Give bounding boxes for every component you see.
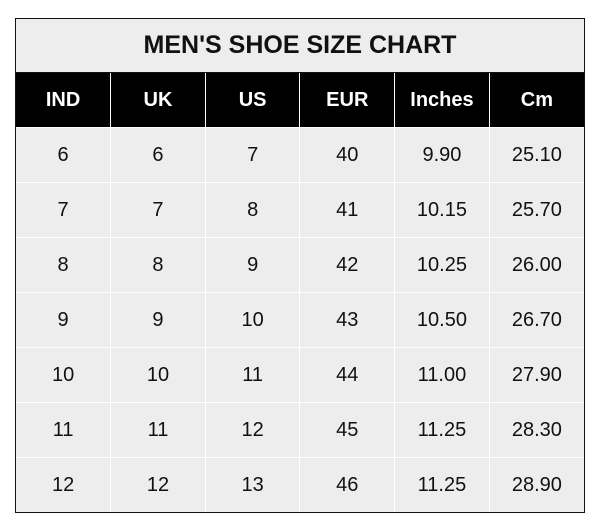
chart-title-text: MEN'S SHOE SIZE CHART xyxy=(143,31,457,59)
cell-uk: 9 xyxy=(110,292,206,348)
cell-us: 9 xyxy=(204,237,300,293)
header-row: IND UK US EUR Inches Cm xyxy=(16,73,584,128)
table-row: 6 6 7 40 9.90 25.10 xyxy=(16,127,584,183)
cell-ind: 11 xyxy=(16,402,111,458)
cell-cm: 28.30 xyxy=(488,402,584,458)
cell-cm: 25.70 xyxy=(488,182,584,238)
cell-eur: 44 xyxy=(299,347,395,403)
cell-us: 13 xyxy=(204,457,300,512)
cell-us: 12 xyxy=(204,402,300,458)
cell-eur: 41 xyxy=(299,182,395,238)
cell-inches: 10.25 xyxy=(394,237,490,293)
cell-uk: 10 xyxy=(110,347,206,403)
cell-inches: 9.90 xyxy=(394,127,490,183)
table-row: 11 11 12 45 11.25 28.30 xyxy=(16,402,584,458)
cell-ind: 7 xyxy=(16,182,111,238)
cell-uk: 12 xyxy=(110,457,206,512)
cell-inches: 10.15 xyxy=(394,182,490,238)
table-body: 6 6 7 40 9.90 25.10 7 7 8 41 10.15 25.70 8 8 9 42 10.25 2… xyxy=(16,127,584,512)
chart-title: MEN'S SHOE SIZE CHART xyxy=(16,19,584,73)
table-row: 12 12 13 46 11.25 28.90 xyxy=(16,457,584,512)
cell-cm: 28.90 xyxy=(488,457,584,512)
column-header-inches: Inches xyxy=(394,73,490,128)
cell-eur: 43 xyxy=(299,292,395,348)
table-row: 9 9 10 43 10.50 26.70 xyxy=(16,292,584,348)
column-header-cm: Cm xyxy=(488,73,584,128)
cell-us: 7 xyxy=(204,127,300,183)
cell-cm: 26.00 xyxy=(488,237,584,293)
cell-us: 11 xyxy=(204,347,300,403)
cell-inches: 11.00 xyxy=(394,347,490,403)
cell-us: 8 xyxy=(204,182,300,238)
cell-inches: 11.25 xyxy=(394,402,490,458)
table-row: 7 7 8 41 10.15 25.70 xyxy=(16,182,584,238)
column-header-eur: EUR xyxy=(299,73,395,128)
cell-eur: 45 xyxy=(299,402,395,458)
cell-uk: 7 xyxy=(110,182,206,238)
cell-cm: 27.90 xyxy=(488,347,584,403)
cell-eur: 40 xyxy=(299,127,395,183)
cell-uk: 6 xyxy=(110,127,206,183)
cell-eur: 42 xyxy=(299,237,395,293)
cell-cm: 25.10 xyxy=(488,127,584,183)
size-chart: MEN'S SHOE SIZE CHART IND UK US EUR Inches Cm… xyxy=(15,18,585,513)
cell-cm: 26.70 xyxy=(488,292,584,348)
cell-ind: 6 xyxy=(16,127,111,183)
table-row: 8 8 9 42 10.25 26.00 xyxy=(16,237,584,293)
cell-inches: 10.50 xyxy=(394,292,490,348)
column-header-uk: UK xyxy=(110,73,206,128)
column-header-ind: IND xyxy=(16,73,111,128)
column-header-us: US xyxy=(204,73,300,128)
cell-us: 10 xyxy=(204,292,300,348)
cell-uk: 11 xyxy=(110,402,206,458)
size-table: IND UK US EUR Inches Cm 6 6 7 40 9.90 25.10 7 7 8 41 10… xyxy=(16,73,584,512)
cell-ind: 12 xyxy=(16,457,111,512)
cell-inches: 11.25 xyxy=(394,457,490,512)
cell-uk: 8 xyxy=(110,237,206,293)
cell-eur: 46 xyxy=(299,457,395,512)
cell-ind: 9 xyxy=(16,292,111,348)
cell-ind: 10 xyxy=(16,347,111,403)
cell-ind: 8 xyxy=(16,237,111,293)
table-row: 10 10 11 44 11.00 27.90 xyxy=(16,347,584,403)
